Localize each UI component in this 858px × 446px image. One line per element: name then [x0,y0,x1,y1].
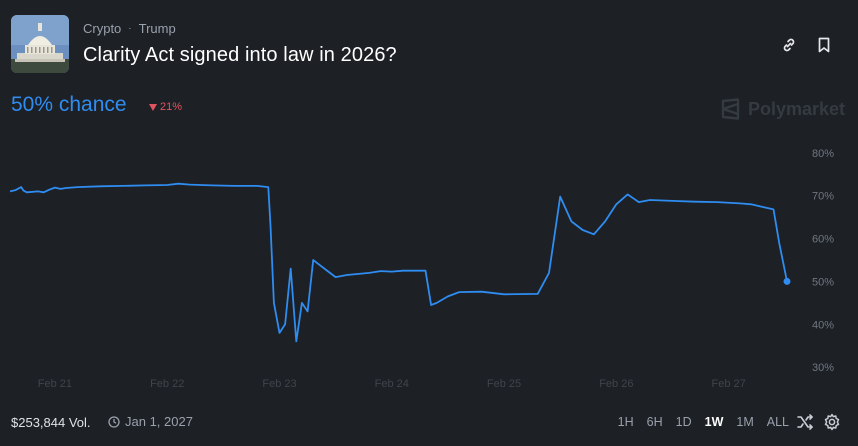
current-value-dot [783,277,791,285]
shuffle-icon[interactable] [796,413,814,431]
range-6h[interactable]: 6H [646,415,663,429]
x-tick-label: Feb 24 [375,378,409,390]
y-tick-label: 50% [812,276,834,288]
end-date-label: Jan 1, 2027 [125,414,193,429]
link-icon [783,38,795,52]
probability-line [9,182,788,343]
polymarket-watermark: Polymarket [721,98,845,120]
chance-readout: 50% chance [11,93,127,116]
x-tick-label: Feb 27 [712,378,746,390]
y-tick-label: 80% [812,148,834,160]
breadcrumb-crypto[interactable]: Crypto [83,21,122,36]
range-selector: 1H 6H 1D 1W 1M ALL [618,415,789,429]
range-1w[interactable]: 1W [704,415,724,429]
down-arrow-icon [149,103,157,111]
x-tick-label: Feb 22 [150,378,184,390]
gear-icon[interactable] [823,413,841,431]
y-tick-label: 70% [812,191,834,203]
breadcrumb: Crypto · Trump [83,21,176,36]
end-date: Jan 1, 2027 [108,414,193,429]
polymarket-logo-icon [721,98,740,120]
range-1h[interactable]: 1H [617,415,634,429]
range-1m[interactable]: 1M [736,415,754,429]
clock-icon [108,415,120,428]
y-tick-label: 30% [812,362,834,374]
bookmark-button[interactable] [812,33,836,57]
range-all[interactable]: ALL [766,415,789,429]
change-indicator: 21% [149,101,182,113]
x-tick-label: Feb 21 [38,378,72,390]
volume-label: $253,844 Vol. [11,415,91,430]
range-1d[interactable]: 1D [675,415,692,429]
y-tick-label: 60% [812,234,834,246]
change-value: 21% [160,101,183,113]
x-tick-label: Feb 26 [599,378,633,390]
bookmark-icon [818,37,830,53]
x-tick-label: Feb 23 [262,378,296,390]
market-thumbnail [11,15,69,73]
copy-link-button[interactable] [777,33,801,57]
brand-name: Polymarket [748,98,846,119]
breadcrumb-separator: · [128,23,132,34]
y-tick-label: 40% [812,319,834,331]
breadcrumb-trump[interactable]: Trump [138,21,176,36]
chart-footer: $253,844 Vol. Jan 1, 2027 1H 6H 1D 1W 1M ALL [0,410,858,434]
x-tick-label: Feb 25 [487,378,521,390]
price-chart: Feb 21 Feb 22 Feb 23 Feb 24 Feb 25 Feb 26 Feb … [9,148,834,390]
market-title: Clarity Act signed into law in 2026? [83,44,397,66]
